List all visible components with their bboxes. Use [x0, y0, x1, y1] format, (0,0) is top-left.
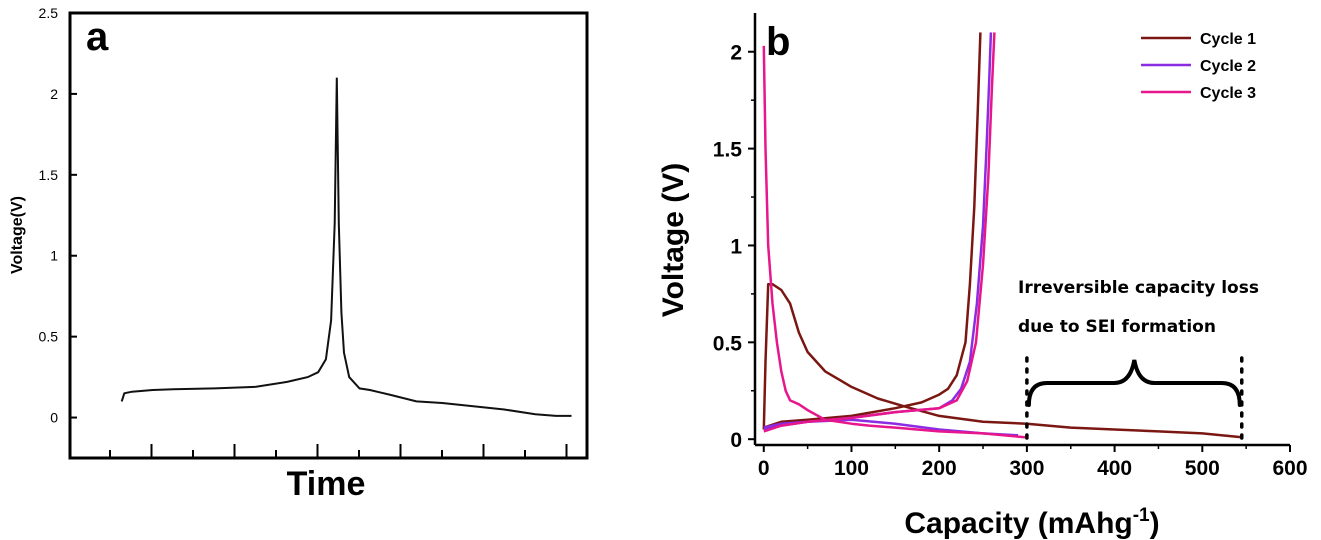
panel-a-voltage-line: [120, 77, 572, 417]
panel-b-y-tick-label: 0: [730, 429, 742, 452]
panel-b-x-axis-title: Capacity (mAhg-1): [904, 505, 1159, 540]
panel-b-legend: Cycle 1 Cycle 2 Cycle 3: [1141, 31, 1256, 102]
panel-b-x-tick-label: 400: [1097, 457, 1132, 480]
panel-b-x-axis-title-main: Capacity (mAhg: [904, 507, 1132, 540]
panel-a-x-ticks: [109, 444, 568, 458]
panel-a-y-ticks: 0 0.5 1 1.5 2 2.5: [39, 5, 77, 426]
curly-brace: [1026, 359, 1242, 407]
panel-b-x-tick-label: 300: [1009, 457, 1044, 480]
panel-a: a 0 0.5 1 1.5 2 2.5 Time Voltage(V): [9, 5, 589, 503]
panel-b-x-tick-label: 600: [1272, 457, 1307, 480]
panel-b-x-ticks: 0 100 200 300 400 500 600: [758, 445, 1308, 480]
panel-a-y-tick-label: 1: [50, 248, 58, 264]
annotation-line-1: Irreversible capacity loss: [1018, 278, 1259, 298]
panel-b-y-tick-label: 2: [730, 42, 742, 65]
annotation-brace: [1025, 356, 1244, 440]
panel-a-y-tick-label: 2: [50, 86, 58, 102]
panel-b-series: [762, 32, 1242, 439]
panel-a-label: a: [86, 15, 109, 59]
panel-a-x-axis-title: Time: [287, 465, 366, 503]
panel-a-y-axis-title: Voltage(V): [9, 196, 26, 274]
series-line-cycle-1: [762, 282, 1242, 439]
panel-a-y-tick-label: 0.5: [39, 329, 59, 345]
panel-b-y-axis-title: Voltage (V): [657, 163, 690, 317]
panel-a-frame: [68, 11, 589, 460]
series-line-cycle-1: [763, 32, 982, 429]
panel-b-y-tick-label: 1: [730, 235, 742, 258]
panel-b-x-axis-title-suffix: ): [1150, 507, 1160, 540]
panel-b-x-tick-label: 200: [922, 457, 957, 480]
panel-a-y-tick-label: 1.5: [39, 167, 59, 183]
series-line-cycle-3: [763, 32, 996, 433]
panel-a-y-tick-label: 0: [50, 410, 58, 426]
panel-b-label: b: [766, 20, 790, 64]
panel-b-x-tick-label: 500: [1185, 457, 1220, 480]
series-line-cycle-2: [763, 32, 993, 429]
panel-b: 00.511.52 0 100 200 300 400 500 600 b Cycle 1C…: [657, 13, 1308, 540]
legend-label: Cycle 2: [1200, 58, 1256, 75]
panel-b-x-axis-title-sup: -1: [1133, 505, 1150, 526]
panel-a-y-tick-label: 2.5: [39, 5, 59, 21]
panel-b-annotation: Irreversible capacity loss due to SEI fo…: [1018, 278, 1259, 440]
legend-label: Cycle 3: [1200, 85, 1256, 102]
series-line-cycle-3: [762, 45, 1026, 439]
panel-b-x-tick-label: 100: [834, 457, 869, 480]
panel-b-y-tick-label: 1.5: [713, 139, 743, 162]
panel-b-y-ticks: 0 0.5 1 1.5 2: [713, 42, 755, 452]
panel-b-y-tick-label: 0.5: [713, 332, 743, 355]
panel-b-x-tick-label: 0: [758, 457, 770, 480]
annotation-line-2: due to SEI formation: [1018, 317, 1216, 337]
legend-label: Cycle 1: [1200, 31, 1256, 48]
